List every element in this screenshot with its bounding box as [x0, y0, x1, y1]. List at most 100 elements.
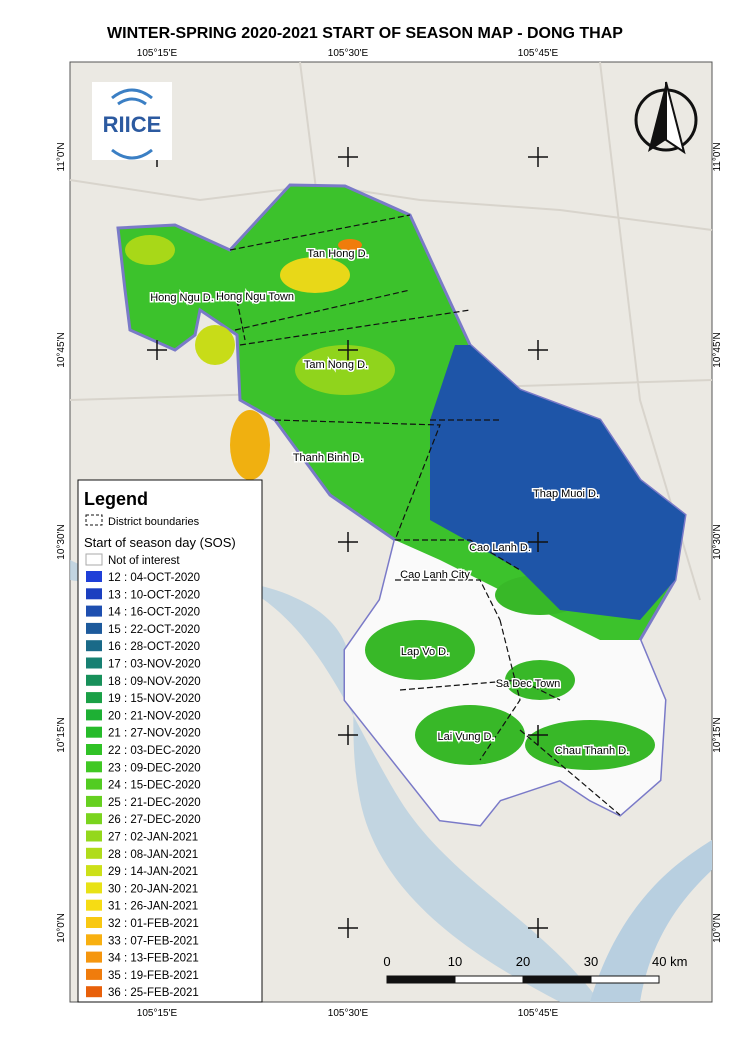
- district-label: Cao Lanh D.: [469, 542, 531, 554]
- legend-label: 28 : 08-JAN-2021: [108, 849, 198, 861]
- legend-swatch: [86, 830, 102, 842]
- legend-entries: 12 : 04-OCT-2020 13 : 10-OCT-2020 14 : 16-…: [86, 571, 201, 999]
- legend-label: 21 : 27-NOV-2020: [108, 728, 201, 740]
- legend-label: 26 : 27-DEC-2020: [108, 814, 201, 826]
- labels: 105°15'E 105°15'E 105°30'E 105°30'E 105°45'E…: [56, 48, 723, 1019]
- district-label: Sa Dec Town: [496, 678, 561, 690]
- legend-label: 18 : 09-NOV-2020: [108, 676, 201, 688]
- logo-waves: [111, 88, 153, 160]
- logo-text: RIICE: [103, 112, 162, 137]
- scale-segment: [386, 975, 456, 984]
- legend-swatch: [86, 726, 102, 738]
- legend-swatch: [86, 744, 102, 755]
- legend-swatch: [86, 571, 102, 582]
- legend-label: 34 : 13-FEB-2021: [108, 953, 199, 965]
- scale-segment: [454, 975, 524, 984]
- coord-label: 105°15'E: [137, 48, 178, 59]
- scale-label: 40 km: [652, 954, 687, 969]
- legend-title: Legend: [84, 489, 148, 509]
- coord-label: 105°30'E: [328, 1008, 369, 1019]
- scale-segment: [522, 975, 592, 984]
- legend-swatch: [86, 882, 102, 894]
- legend-label: 24 : 15-DEC-2020: [108, 780, 201, 792]
- district-label: Chau Thanh D.: [555, 745, 629, 757]
- coord-label: 105°15'E: [137, 1008, 178, 1019]
- coord-label: 10°0'N: [56, 913, 67, 943]
- coord-label: 11°0'N: [712, 142, 723, 171]
- legend-label: 19 : 15-NOV-2020: [108, 693, 201, 705]
- coord-label: 10°30'N: [712, 524, 723, 559]
- legend-swatch: [86, 588, 102, 600]
- coord-label: 105°45'E: [518, 1008, 559, 1019]
- district-boundaries: [229, 214, 621, 816]
- legend-swatch: [86, 899, 102, 911]
- legend-swatch: [86, 605, 102, 617]
- legend-swatch: [86, 657, 102, 669]
- coord-label: 10°15'N: [56, 717, 67, 752]
- district-label: Thanh Binh D.: [293, 452, 363, 464]
- river: [70, 560, 600, 1002]
- scale-label: 30: [584, 954, 598, 969]
- legend-label: 29 : 14-JAN-2021: [108, 866, 198, 878]
- legend-box: [77, 479, 263, 1003]
- legend-swatch: [86, 951, 102, 963]
- legend-label: 35 : 19-FEB-2021: [108, 970, 199, 982]
- legend-label: 15 : 22-OCT-2020: [108, 624, 200, 636]
- coord-label: 105°30'E: [328, 48, 369, 59]
- district-label: Hong Ngu D.: [150, 292, 214, 304]
- coord-label: 10°0'N: [712, 913, 723, 943]
- legend-swatch: [86, 968, 102, 980]
- scale-label: 0: [383, 954, 390, 969]
- legend-swatch: [86, 986, 102, 998]
- legend-label: 20 : 21-NOV-2020: [108, 710, 201, 722]
- logo-box: [92, 82, 172, 160]
- legend-swatch: [86, 761, 102, 773]
- legend-subtitle: Start of season day (SOS): [84, 535, 236, 550]
- north-arrow: [634, 81, 698, 155]
- district-label: Lai Vung D.: [437, 731, 494, 743]
- legend-swatch: [86, 934, 102, 946]
- district-label: Tam Nong D.: [304, 359, 368, 371]
- district-label: Hong Ngu Town: [216, 291, 294, 303]
- legend-label: 16 : 28-OCT-2020: [108, 641, 200, 653]
- coord-label: 10°30'N: [56, 524, 67, 559]
- early-sos-area: [430, 345, 685, 620]
- legend-label: 17 : 03-NOV-2020: [108, 659, 201, 671]
- legend-label: 27 : 02-JAN-2021: [108, 832, 198, 844]
- legend-boundary-label: District boundaries: [108, 516, 200, 528]
- legend-label: 22 : 03-DEC-2020: [108, 745, 201, 757]
- coord-label: 10°15'N: [712, 717, 723, 752]
- legend-swatch: [86, 640, 102, 652]
- legend-swatch: [86, 778, 102, 790]
- district-label: Lap Vo D.: [401, 646, 449, 658]
- legend-label: 14 : 16-OCT-2020: [108, 607, 200, 619]
- legend-label: 32 : 01-FEB-2021: [108, 918, 199, 930]
- scale-segment: [590, 975, 660, 984]
- legend-label: 33 : 07-FEB-2021: [108, 935, 199, 947]
- legend-label: 13 : 10-OCT-2020: [108, 589, 200, 601]
- coord-label: 11°0'N: [56, 142, 67, 171]
- legend-swatch: [86, 865, 102, 877]
- river: [590, 840, 712, 1002]
- legend-label: 30 : 20-JAN-2021: [108, 883, 198, 895]
- coord-label: 10°45'N: [712, 332, 723, 367]
- map-title: WINTER-SPRING 2020-2021 START OF SEASON …: [107, 25, 623, 42]
- district-label: Cao Lanh City: [400, 569, 470, 581]
- district-label: Tan Hong D.: [307, 248, 368, 260]
- legend-label: 36 : 25-FEB-2021: [108, 987, 199, 999]
- legend-swatch: [86, 847, 102, 859]
- coord-label: 105°45'E: [518, 48, 559, 59]
- legend-swatch: [86, 795, 102, 807]
- legend-label: 23 : 09-DEC-2020: [108, 762, 201, 774]
- legend-label: 12 : 04-OCT-2020: [108, 572, 200, 584]
- scale-label: 10: [448, 954, 462, 969]
- legend-swatch: [86, 813, 102, 825]
- legend-label: Not of interest: [108, 555, 180, 567]
- legend-label: 25 : 21-DEC-2020: [108, 797, 201, 809]
- legend-boundary-swatch: [85, 514, 103, 526]
- legend-swatch: [85, 553, 103, 566]
- scale-bar: 0 10 20 30 40 km: [383, 954, 687, 984]
- late-sos-patches: [125, 235, 395, 480]
